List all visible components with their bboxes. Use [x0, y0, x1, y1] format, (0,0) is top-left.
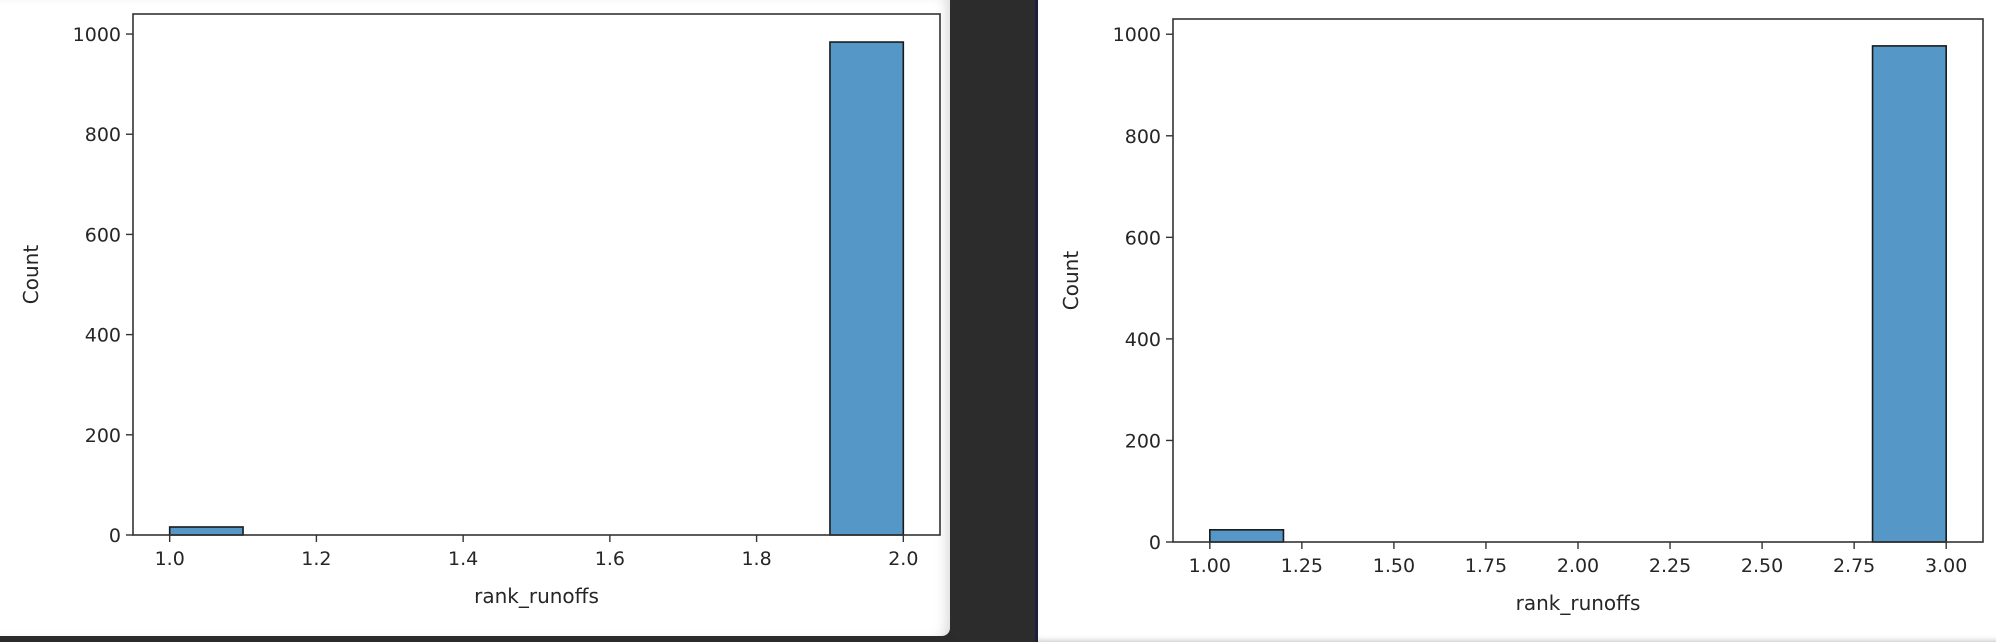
histogram-bar [1871, 45, 1947, 543]
x-tick-label: 2.00 [1557, 555, 1599, 577]
x-tick-label: 1.25 [1281, 555, 1323, 577]
plot-frame [1172, 18, 1984, 543]
x-tick-label: 2.50 [1741, 555, 1783, 577]
x-tick-label: 1.6 [595, 548, 625, 570]
histogram-bar [168, 526, 244, 536]
x-tick-label: 3.00 [1925, 555, 1967, 577]
y-tick-label: 200 [85, 425, 121, 447]
y-axis-label: Count [19, 245, 43, 305]
x-tick-label: 2.0 [888, 548, 918, 570]
y-tick-label: 800 [85, 124, 121, 146]
y-tick-label: 1000 [1113, 24, 1161, 46]
y-tick-label: 0 [109, 525, 121, 547]
y-tick-label: 800 [1125, 126, 1161, 148]
x-tick-label: 1.00 [1189, 555, 1231, 577]
x-tick-label: 2.25 [1649, 555, 1691, 577]
x-tick-label: 1.0 [155, 548, 185, 570]
chart-panel-right: 1.00 1.25 1.50 1.75 2.00 2.25 2.50 2.75 3.00 0 200… [1035, 0, 1996, 642]
histogram-bar [1209, 529, 1285, 543]
histogram-bar [829, 41, 905, 536]
y-tick-label: 1000 [73, 24, 121, 46]
x-tick-label: 1.8 [741, 548, 771, 570]
x-tick-label: 1.50 [1373, 555, 1415, 577]
y-tick-label: 600 [1125, 227, 1161, 249]
x-axis-label: rank_runoffs [474, 584, 599, 608]
chart-panel-left: 1.0 1.2 1.4 1.6 1.8 2.0 0 200 400 600 800 1000 rank_… [0, 0, 950, 636]
y-tick-label: 400 [1125, 329, 1161, 351]
histogram-chart-right: 1.00 1.25 1.50 1.75 2.00 2.25 2.50 2.75 3.00 0 200… [1059, 18, 1984, 615]
window-gap [950, 0, 1035, 642]
plot-frame [132, 13, 941, 536]
x-tick-label: 2.75 [1833, 555, 1875, 577]
x-tick-label: 1.75 [1465, 555, 1507, 577]
y-tick-label: 400 [85, 325, 121, 347]
histogram-chart-left: 1.0 1.2 1.4 1.6 1.8 2.0 0 200 400 600 800 1000 rank_… [19, 13, 941, 608]
y-tick-label: 0 [1149, 532, 1161, 554]
y-tick-label: 200 [1125, 430, 1161, 452]
x-axis-label: rank_runoffs [1516, 591, 1641, 615]
y-axis-label: Count [1059, 251, 1083, 311]
y-tick-label: 600 [85, 224, 121, 246]
x-tick-label: 1.2 [301, 548, 331, 570]
x-tick-label: 1.4 [448, 548, 478, 570]
